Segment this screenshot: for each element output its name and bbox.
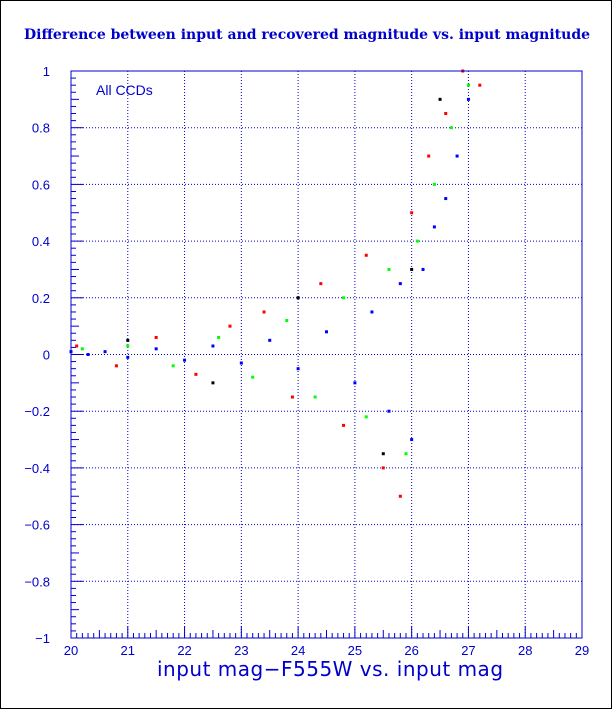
x-tick-label: 22	[177, 643, 191, 658]
scatter-point	[228, 324, 232, 328]
scatter-point	[126, 344, 130, 348]
scatter-point	[432, 182, 436, 186]
scatter-point	[296, 296, 300, 300]
scatter-point	[211, 381, 215, 385]
y-tick-label: −1	[35, 631, 50, 646]
scatter-point	[398, 282, 402, 286]
axes: 20 21 22 23 24 25 26 27 28 29 1 0.8 0.6 0.4 0.2 0 −0.2 −0…	[24, 64, 589, 658]
scatter-point	[75, 344, 79, 348]
scatter-point	[86, 353, 90, 356]
x-tick-label: 26	[404, 643, 418, 658]
x-tick-label: 25	[348, 643, 362, 658]
scatter-point	[268, 338, 272, 342]
scatter-point	[478, 83, 482, 87]
scatter-point	[342, 296, 346, 300]
scatter-point	[427, 154, 431, 158]
scatter-point	[438, 97, 442, 101]
scatter-point	[211, 344, 215, 348]
scatter-point	[387, 267, 391, 271]
y-tick-label: −0.8	[24, 574, 50, 589]
scatter-point	[466, 83, 470, 87]
scatter-point	[251, 375, 255, 379]
scatter-point	[342, 423, 346, 427]
x-tick-label: 28	[518, 643, 532, 658]
scatter-point	[285, 318, 289, 322]
y-tick-label: 0.6	[32, 177, 50, 192]
scatter-point	[410, 211, 414, 215]
scatter-point	[154, 347, 158, 351]
scatter-point	[421, 267, 425, 271]
scatter-point	[444, 112, 448, 116]
scatter-point	[432, 225, 436, 229]
scatter-point	[381, 466, 385, 470]
scatter-point	[381, 452, 385, 456]
scatter-point	[410, 438, 414, 442]
scatter-point	[217, 335, 221, 339]
scatter-point	[296, 367, 300, 371]
scatter-point	[114, 364, 118, 368]
scatter-point	[364, 253, 368, 257]
scatter-point	[126, 338, 130, 342]
scatter-point	[466, 97, 470, 101]
y-tick-label: −0.4	[24, 461, 50, 476]
scatter-point	[262, 310, 266, 314]
grid	[70, 70, 583, 639]
scatter-point	[239, 361, 243, 365]
x-tick-label: 20	[64, 643, 78, 658]
scatter-point	[171, 364, 175, 368]
y-tick-label: 0.2	[32, 291, 50, 306]
annotation-label: All CCDs	[96, 82, 153, 98]
y-tick-label: 1	[43, 64, 50, 79]
scatter-point	[398, 494, 402, 498]
scatter-point	[353, 381, 357, 385]
y-tick-label: 0	[43, 348, 50, 363]
scatter-point	[404, 452, 408, 456]
scatter-point	[183, 358, 187, 362]
scatter-point	[387, 409, 391, 413]
scatter-point	[126, 355, 130, 359]
y-tick-label: −0.6	[24, 518, 50, 533]
scatter-point	[80, 347, 84, 351]
scatter-point	[449, 126, 453, 130]
y-tick-label: 0.4	[32, 234, 50, 249]
scatter-point	[415, 239, 419, 243]
y-tick-label: 0.8	[32, 121, 50, 136]
scatter-point	[370, 310, 374, 314]
scatter-point	[325, 330, 328, 334]
scatter-point	[103, 350, 107, 354]
scatter-point	[290, 395, 294, 399]
scatter-point	[313, 395, 317, 399]
scatter-point	[410, 267, 414, 271]
x-tick-label: 23	[234, 643, 248, 658]
x-tick-label: 27	[461, 643, 475, 658]
scatter-point	[319, 282, 323, 286]
scatter-point	[364, 415, 368, 419]
x-tick-label: 29	[575, 643, 589, 658]
scatter-point	[154, 335, 158, 339]
scatter-point	[444, 197, 448, 201]
scatter-point	[194, 372, 198, 376]
scatter-point	[455, 154, 459, 158]
chart-title: Difference between input and recovered m…	[23, 27, 591, 43]
x-axis-label: input mag−F555W vs. input mag	[157, 657, 504, 681]
x-tick-label: 21	[121, 643, 135, 658]
x-tick-label: 24	[291, 643, 305, 658]
scatter-points	[69, 69, 482, 498]
y-tick-label: −0.2	[24, 404, 50, 419]
